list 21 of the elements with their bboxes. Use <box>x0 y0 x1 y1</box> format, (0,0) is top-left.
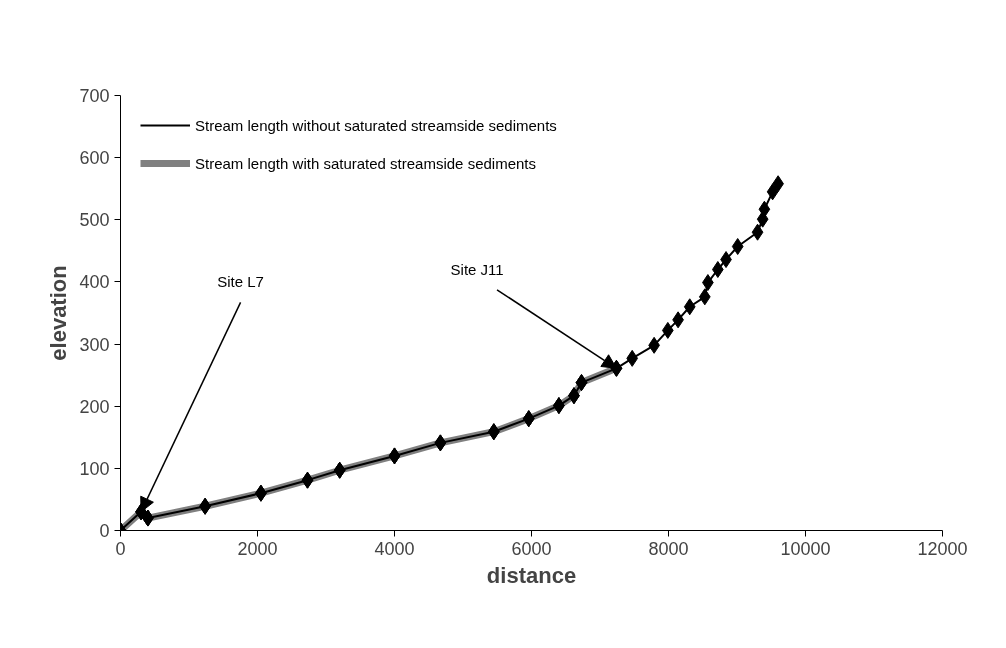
y-tick-label: 400 <box>79 272 110 293</box>
y-tick-label: 0 <box>99 521 110 541</box>
annotation: Site L7 <box>217 273 264 291</box>
x-tick-label: 12000 <box>917 538 968 559</box>
y-tick-label: 700 <box>79 86 110 106</box>
annotation: Site J11 <box>450 260 504 278</box>
y-axis-title: elevation <box>46 265 72 361</box>
y-tick-label: 100 <box>79 458 110 479</box>
y-tick-label: 300 <box>79 334 110 355</box>
x-axis-title: distance <box>486 562 577 588</box>
legend-label: Stream length with saturated streamside sediments <box>195 154 536 172</box>
x-tick-label: 8000 <box>648 538 689 559</box>
x-tick-label: 0 <box>115 538 126 559</box>
x-tick-label: 6000 <box>511 538 552 559</box>
legend-label: Stream length without saturated streamside sediments <box>195 116 557 134</box>
y-tick-label: 500 <box>79 210 110 231</box>
x-tick-label: 10000 <box>780 538 831 559</box>
x-tick-label: 4000 <box>374 538 415 559</box>
x-tick-label: 2000 <box>237 538 278 559</box>
y-tick-label: 600 <box>79 148 110 169</box>
y-tick-label: 200 <box>79 396 110 417</box>
